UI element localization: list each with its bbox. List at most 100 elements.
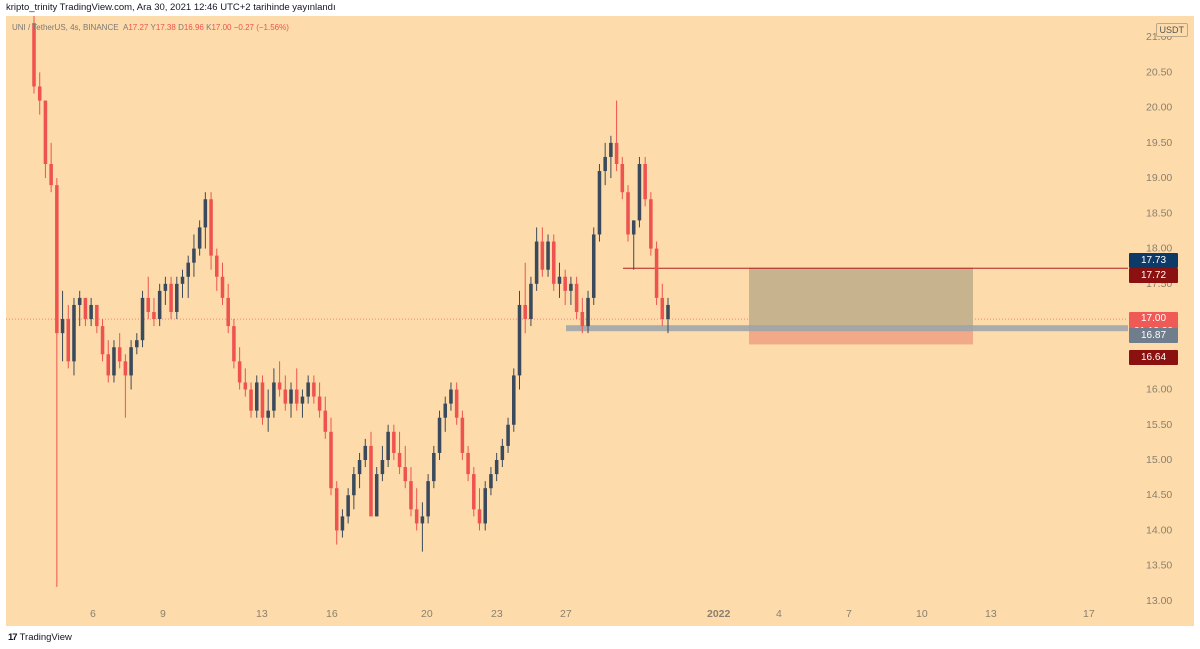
x-tick-label: 17 [1083, 608, 1095, 620]
candle-body [215, 255, 219, 277]
candle-body [163, 283, 168, 291]
candle-body [517, 304, 522, 376]
candle-body [100, 326, 105, 355]
candle-body [323, 410, 328, 432]
candle-body [477, 509, 482, 524]
candle-body [540, 241, 545, 270]
candle-body [117, 347, 122, 362]
candle-body [300, 396, 305, 404]
legend-low: 16.96 [183, 23, 204, 32]
x-tick-label: 10 [916, 608, 928, 620]
candle-body [432, 452, 436, 482]
candle-body [409, 481, 413, 510]
x-tick-label: 16 [326, 608, 338, 620]
candle-body [437, 417, 442, 453]
chart-area[interactable]: 13.0013.5014.0014.5015.0015.5016.0016.50… [6, 16, 1194, 626]
candle-body [312, 382, 316, 397]
currency-badge[interactable]: USDT [1155, 23, 1188, 37]
candle-body [386, 431, 390, 460]
candle-body [654, 248, 659, 298]
candle-body [317, 396, 322, 411]
candle-body [283, 389, 288, 404]
y-tick-label: 18.00 [1146, 243, 1172, 255]
candle-body [346, 495, 350, 517]
x-tick-label: 20 [421, 608, 433, 620]
candle-body [186, 262, 190, 277]
candle-body [49, 164, 53, 186]
candle-body [666, 304, 670, 320]
candlestick-chart[interactable]: 13.0013.5014.0014.5015.0015.5016.0016.50… [6, 16, 1194, 626]
candle-body [157, 290, 162, 320]
candle-body [249, 389, 253, 411]
last-price-value: 17.00 [1140, 313, 1167, 325]
footer: 17 TradingView [0, 626, 1200, 649]
candle-body [243, 382, 248, 390]
candle-body [192, 248, 196, 263]
candle-body [563, 276, 567, 291]
tradingview-logo[interactable]: 17 TradingView [8, 632, 72, 643]
x-tick-label: 13 [256, 608, 268, 620]
candle-body [112, 347, 116, 376]
candle-body [306, 382, 310, 397]
tradingview-logo-icon: 17 [8, 632, 18, 643]
tradingview-brand: TradingView [19, 632, 72, 643]
candle-body [369, 445, 373, 517]
x-tick-label: 23 [491, 608, 503, 620]
candle-body [620, 164, 625, 193]
candle-body [357, 460, 362, 475]
candle-body [586, 297, 590, 327]
y-tick-label: 14.00 [1146, 524, 1172, 536]
candle-body [329, 431, 333, 489]
candle-body [512, 375, 516, 425]
candle-body [43, 100, 48, 164]
candle-body [37, 86, 42, 101]
candle-body [129, 347, 133, 376]
candle-body [660, 297, 665, 320]
candle-body [203, 199, 208, 228]
candle-body [626, 192, 630, 235]
candle-body [352, 474, 356, 496]
candle-body [55, 185, 59, 334]
candle-body [66, 319, 71, 362]
candle-body [32, 23, 36, 87]
x-tick-label: 6 [90, 608, 96, 620]
y-tick-label: 16.00 [1146, 384, 1172, 396]
candle-body [403, 467, 408, 482]
y-tick-label: 19.50 [1146, 137, 1172, 149]
candle-body [466, 452, 470, 475]
candle-body [609, 142, 613, 157]
candle-body [135, 340, 139, 348]
x-tick-label: 4 [776, 608, 782, 620]
legend-change: −0.27 (−1.56%) [233, 23, 289, 32]
candle-body [340, 516, 345, 531]
candle-body [637, 164, 642, 221]
candle-body [197, 227, 202, 249]
y-tick-label: 13.00 [1146, 595, 1172, 607]
candle-body [449, 389, 453, 404]
x-tick-label: 9 [160, 608, 166, 620]
y-tick-label: 20.00 [1146, 102, 1172, 114]
legend-open-label: A [123, 23, 129, 32]
candle-body [266, 410, 270, 418]
y-tick-label: 13.50 [1146, 560, 1172, 572]
candle-body [363, 445, 368, 460]
candle-body [72, 304, 76, 362]
legend-low-label: D [178, 23, 184, 32]
candle-body [83, 297, 88, 320]
candle-body [272, 382, 276, 411]
y-tick-label: 14.50 [1146, 489, 1172, 501]
legend-high-label: Y [150, 23, 156, 32]
candle-body [95, 304, 99, 327]
legend-open: 17.27 [128, 23, 149, 32]
candle-body [294, 389, 299, 404]
candle-body [106, 354, 111, 376]
symbol-legend: UNI / TetherUS, 4s, BINANCE A17.27 Y17.3… [12, 23, 289, 32]
candle-body [60, 319, 65, 334]
candle-body [591, 234, 596, 298]
y-tick-label: 19.00 [1146, 172, 1172, 184]
candle-body [574, 283, 579, 312]
legend-close-label: K [206, 23, 212, 32]
candle-body [152, 312, 156, 320]
candle-body [580, 312, 585, 327]
candle-body [483, 488, 487, 524]
